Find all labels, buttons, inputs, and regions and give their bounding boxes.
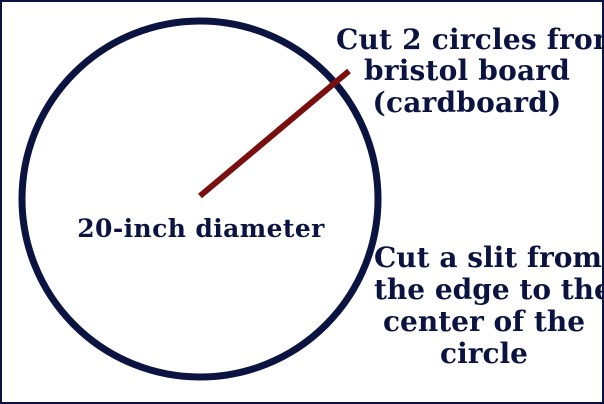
slit-instruction-note: Cut a slit from the edge to the center o… [374, 241, 604, 370]
cutting-instruction-note: Cut 2 circles from bristol board (cardbo… [336, 23, 604, 119]
cutting-instruction-line-2: bristol board [363, 54, 571, 88]
slit-instruction-line-1: Cut a slit from [374, 241, 603, 274]
circle-outline [18, 17, 382, 381]
cutting-instruction-line-3: (cardboard) [372, 85, 562, 119]
slit-instruction-line-4: circle [440, 336, 528, 370]
slit-line [198, 68, 351, 199]
slit-instruction-line-3: center of the [382, 304, 586, 338]
slit-instruction-line-2: the edge to the [374, 272, 604, 306]
diameter-label: 20-inch diameter [77, 214, 325, 243]
cutting-instruction-line-1: Cut 2 circles from [336, 23, 604, 56]
